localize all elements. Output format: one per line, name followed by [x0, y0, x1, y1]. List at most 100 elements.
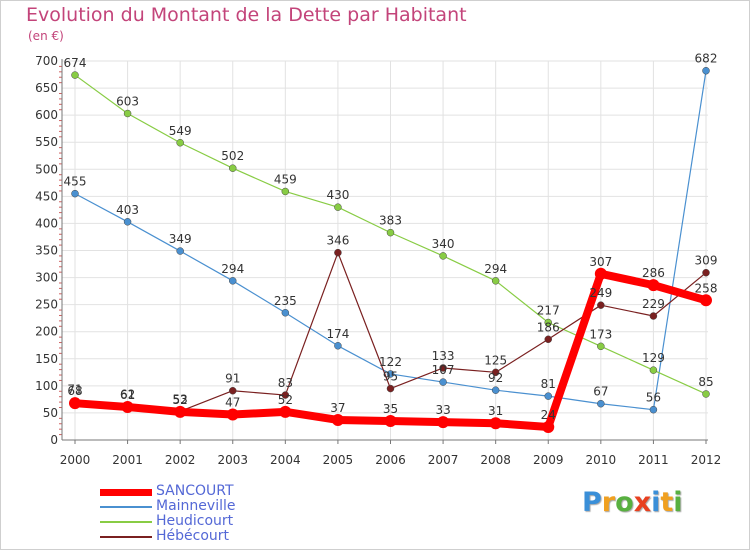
data-point	[121, 400, 134, 413]
data-label: 229	[642, 297, 665, 311]
data-label: 35	[383, 402, 398, 416]
x-tick-label: 2004	[270, 453, 301, 467]
y-tick-label: 450	[35, 189, 58, 203]
data-point	[229, 277, 237, 285]
y-tick-label: 150	[35, 352, 58, 366]
data-point	[544, 392, 552, 400]
data-point	[491, 386, 500, 394]
data-label: 33	[435, 403, 450, 417]
x-tick-label: 2009	[533, 453, 564, 467]
chart-subtitle: (en €)	[28, 29, 64, 43]
data-label: 258	[695, 281, 718, 295]
logo-letter: o	[615, 487, 634, 518]
legend-label: Heudicourt	[156, 513, 234, 529]
data-point	[281, 187, 290, 196]
data-label: 502	[221, 149, 244, 163]
data-point	[176, 247, 184, 255]
data-point	[594, 267, 607, 280]
data-label: 349	[169, 232, 192, 246]
data-label: 674	[64, 56, 87, 70]
data-label: 294	[484, 262, 507, 276]
data-label: 383	[379, 214, 402, 228]
data-point	[491, 277, 500, 285]
data-label: 122	[379, 355, 402, 369]
data-label: 61	[120, 388, 135, 402]
x-tick-label: 2001	[112, 453, 143, 467]
data-point	[489, 417, 502, 430]
data-point	[279, 405, 292, 418]
data-point	[597, 342, 605, 351]
data-label: 174	[326, 327, 349, 341]
data-point	[647, 279, 660, 292]
y-tick-label: 500	[35, 162, 58, 176]
data-point	[649, 312, 658, 320]
y-tick-label: 550	[35, 135, 58, 149]
data-label: 133	[432, 349, 455, 363]
data-point	[123, 218, 132, 226]
data-label: 81	[541, 377, 556, 391]
y-tick-label: 100	[35, 379, 58, 393]
y-tick-label: 250	[35, 298, 58, 312]
y-tick-label: 50	[43, 406, 58, 420]
data-point	[439, 378, 447, 386]
data-point	[69, 397, 81, 410]
y-tick-label: 350	[35, 244, 58, 258]
y-tick-label: 300	[35, 271, 58, 285]
data-point	[226, 408, 239, 421]
data-point	[544, 318, 552, 327]
logo-letter: r	[601, 487, 616, 518]
chart-title: Evolution du Montant de la Dette par Hab…	[26, 4, 467, 26]
data-label: 67	[593, 385, 608, 399]
data-label: 403	[116, 203, 139, 217]
data-label: 125	[484, 353, 507, 367]
data-label: 62	[120, 387, 135, 401]
data-point	[229, 164, 237, 172]
x-tick-label: 2003	[217, 453, 248, 467]
legend-swatch	[100, 506, 152, 508]
legend-swatch	[100, 521, 152, 523]
data-label: 235	[274, 294, 297, 308]
y-tick-label: 400	[35, 216, 58, 230]
data-label: 85	[698, 375, 713, 389]
data-label: 549	[169, 124, 192, 138]
data-label: 682	[695, 52, 718, 66]
data-label: 340	[432, 237, 455, 251]
data-label: 603	[116, 95, 139, 109]
data-point	[123, 109, 132, 118]
data-point	[437, 416, 450, 429]
data-point	[597, 399, 605, 408]
y-tick-label: 0	[50, 433, 58, 447]
x-tick-label: 2007	[428, 453, 459, 467]
data-label: 186	[537, 320, 560, 334]
data-label: 91	[225, 372, 240, 386]
data-point	[544, 335, 552, 344]
data-point	[439, 364, 447, 372]
data-point	[384, 415, 397, 428]
data-point	[702, 66, 710, 75]
logo-letter: x	[633, 487, 652, 518]
data-label: 52	[173, 393, 188, 407]
data-label: 129	[642, 351, 665, 365]
data-label: 92	[488, 371, 503, 385]
data-label: 286	[642, 266, 665, 280]
logo-letter: t	[660, 487, 674, 518]
data-point	[176, 139, 184, 147]
data-label: 37	[330, 401, 345, 415]
legend-swatch	[100, 536, 152, 538]
data-label: 294	[221, 262, 244, 276]
data-label: 56	[646, 391, 661, 405]
legend-label: SANCOURT	[156, 483, 234, 499]
legend-label: Hébécourt	[156, 528, 230, 544]
data-label: 47	[225, 396, 240, 410]
data-point	[542, 421, 555, 434]
data-point	[386, 384, 395, 393]
data-label: 107	[432, 363, 455, 377]
data-point	[649, 405, 658, 414]
data-label: 68	[67, 384, 82, 398]
x-tick-label: 2010	[586, 453, 617, 467]
data-point	[702, 390, 710, 398]
y-tick-label: 600	[35, 108, 58, 122]
data-label: 71	[67, 383, 82, 397]
data-label: 309	[695, 254, 718, 268]
